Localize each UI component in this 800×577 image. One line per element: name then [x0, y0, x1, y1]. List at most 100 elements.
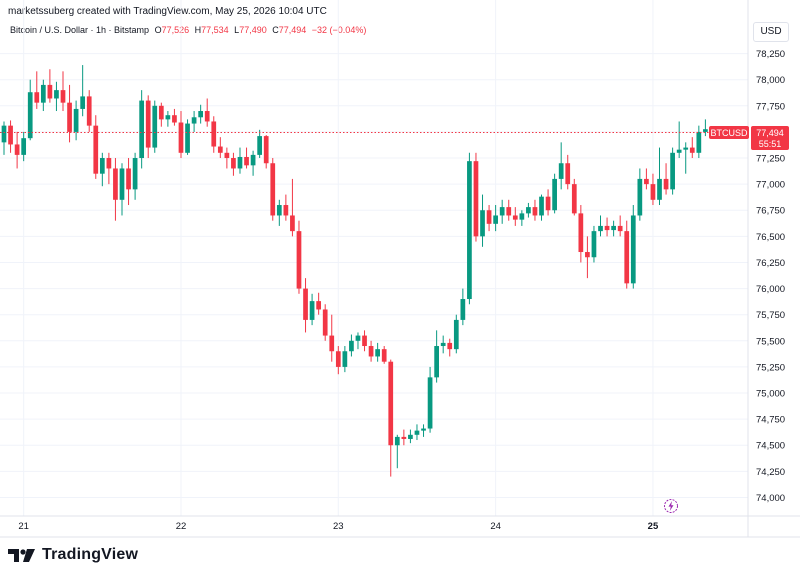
price-tick-label: 75,000: [756, 389, 785, 400]
candle-up: [637, 168, 643, 221]
candle-body: [558, 163, 564, 179]
candle-body: [60, 90, 66, 103]
price-tick-label: 77,250: [756, 154, 785, 165]
candle-body: [139, 100, 145, 159]
candle-up: [152, 100, 158, 153]
candle-up: [427, 366, 433, 433]
candle-down: [447, 338, 453, 357]
candle-body: [224, 152, 230, 159]
candle-down: [93, 115, 99, 179]
candle-body: [250, 154, 256, 166]
price-axis[interactable]: 74,000 74,250 74,500 74,750 75,000 75,250 75,5…: [747, 0, 785, 537]
candle-up: [185, 119, 190, 155]
candle-body: [453, 319, 459, 350]
open-label: O: [154, 25, 162, 35]
candle-down: [604, 217, 610, 237]
candle-body: [375, 349, 380, 357]
high-value: 77,534: [201, 25, 229, 35]
candle-body: [388, 361, 394, 446]
candle-down: [368, 340, 374, 362]
candle-up: [119, 163, 125, 216]
candle-up: [54, 81, 59, 112]
candle-down: [145, 95, 151, 159]
candle-down: [60, 71, 66, 112]
candle-down: [506, 199, 512, 221]
candle-down: [172, 108, 177, 126]
candle-body: [670, 152, 675, 190]
candle-body: [158, 105, 164, 120]
candle-down: [322, 304, 328, 341]
symbol-name[interactable]: Bitcoin / U.S. Dollar · 1h · Bitstamp: [10, 25, 150, 35]
candle-body: [532, 207, 538, 216]
candle-up: [21, 131, 27, 162]
candle-body: [1, 125, 7, 143]
candle-down: [624, 220, 630, 289]
candle-body: [427, 377, 433, 429]
candle-down: [689, 137, 695, 159]
price-tag-countdown: 55:51: [759, 139, 782, 149]
candle-down: [335, 346, 341, 375]
candle-up: [139, 90, 145, 169]
candle-up: [408, 429, 413, 444]
candle-down: [290, 178, 295, 237]
candle-body: [335, 351, 341, 367]
candle-body: [539, 196, 544, 216]
candle-up: [657, 147, 662, 206]
candle-up: [394, 434, 400, 469]
price-tick-label: 76,250: [756, 258, 785, 269]
candle-down: [545, 189, 551, 216]
candle-body: [119, 168, 125, 200]
candle-body: [132, 158, 138, 190]
candle-body: [598, 225, 603, 232]
tradingview-brand[interactable]: TradingView: [8, 546, 138, 564]
candle-down: [532, 199, 538, 221]
price-tag-value: 77,494: [756, 128, 784, 138]
candle-body: [611, 225, 616, 231]
candle-up: [703, 119, 708, 137]
candle-down: [585, 236, 590, 279]
lightning-icon[interactable]: [663, 498, 679, 514]
candle-up: [519, 210, 525, 226]
candle-body: [270, 163, 276, 216]
candle-down: [578, 205, 584, 263]
candle-up: [257, 129, 263, 159]
candle-body: [217, 146, 223, 153]
time-axis[interactable]: 21 22 23 24 25: [0, 515, 800, 538]
candle-body: [689, 147, 695, 153]
candle-up: [467, 152, 472, 305]
candle-down: [263, 135, 269, 169]
candle-body: [283, 205, 289, 216]
price-tick-label: 77,000: [756, 180, 785, 191]
candle-down: [388, 359, 394, 477]
candle-body: [637, 178, 643, 216]
candle-body: [67, 102, 72, 132]
candle-down: [14, 131, 20, 169]
candle-body: [585, 252, 590, 258]
candle-body: [696, 131, 702, 153]
candle-body: [624, 231, 630, 284]
candle-body: [630, 215, 636, 284]
candle-body: [86, 96, 92, 126]
candle-up: [1, 121, 7, 155]
candle-down: [565, 154, 571, 190]
candle-body: [316, 301, 322, 310]
candle-body: [394, 436, 400, 446]
candle-down: [329, 314, 335, 362]
price-tick-label: 74,750: [756, 415, 785, 426]
price-tick-label: 75,500: [756, 336, 785, 347]
candle-down: [211, 116, 217, 153]
candle-body: [526, 207, 531, 214]
candle-up: [342, 346, 348, 373]
candle-body: [54, 90, 59, 99]
candle-up: [73, 100, 79, 141]
price-tick-label: 76,500: [756, 232, 785, 243]
tradingview-logo-icon: [8, 549, 35, 562]
candle-down: [617, 215, 623, 237]
candle-body: [617, 225, 623, 232]
candle-body: [93, 125, 99, 174]
currency-button[interactable]: USD: [753, 22, 789, 42]
candle-body: [276, 205, 282, 216]
symbol-legend: Bitcoin / U.S. Dollar · 1h · Bitstamp O 7…: [10, 25, 366, 35]
candle-up: [276, 199, 282, 226]
